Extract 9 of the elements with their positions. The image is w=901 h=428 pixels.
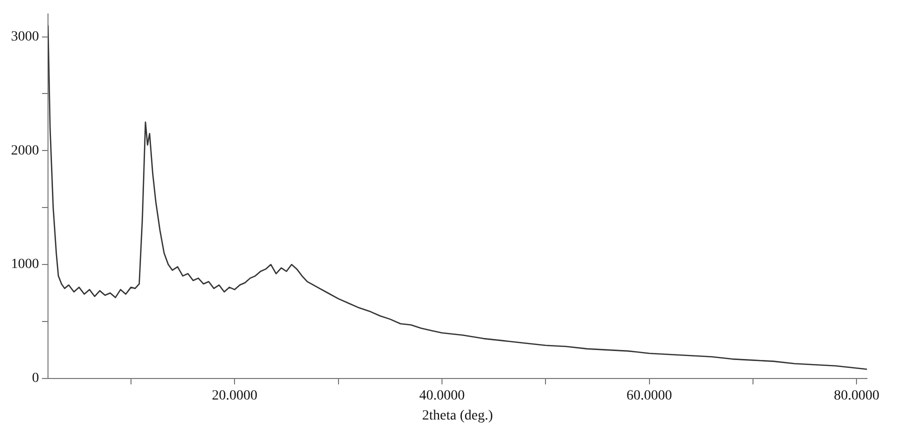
y-tick-label: 1000 [11,257,39,272]
x-axis-title: 2theta (deg.) [422,408,494,424]
y-tick-label: 2000 [11,143,39,158]
x-tick-label: 60.0000 [626,388,672,404]
y-tick-label: 0 [32,371,39,386]
x-tick-label: 80.0000 [834,388,880,404]
y-tick-label: 3000 [11,29,39,44]
x-tick-label: 20.0000 [212,388,258,404]
x-tick-label: 40.0000 [419,388,465,404]
